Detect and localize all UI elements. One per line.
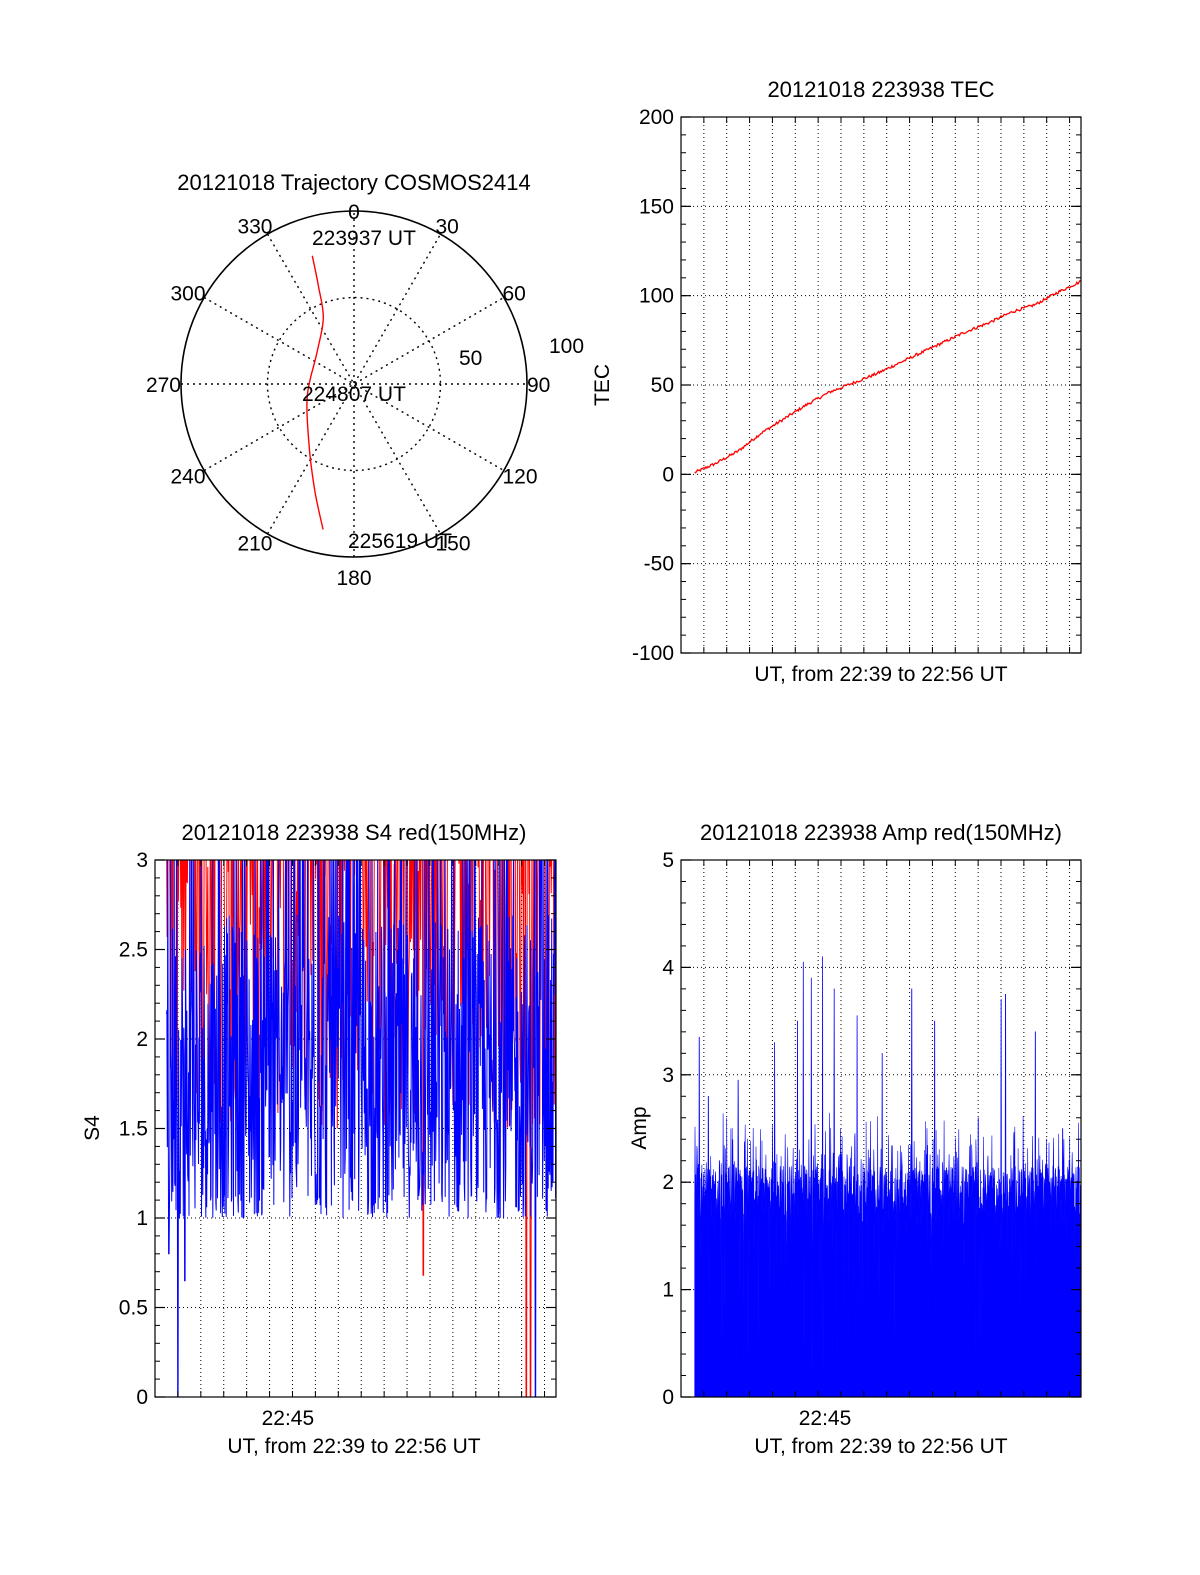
amp-ylabel: Amp xyxy=(628,1106,651,1149)
amp-ticks: 0 1 2 3 4 5 22:45 xyxy=(662,849,1081,1430)
polar-azimuth-label: 0 xyxy=(348,201,360,224)
x-tick-label: 22:45 xyxy=(262,1407,315,1430)
y-tick-label: 100 xyxy=(639,285,674,308)
amp-xlabel: UT, from 22:39 to 22:56 UT xyxy=(754,1435,1007,1458)
polar-azimuth-label: 90 xyxy=(527,374,550,397)
y-tick-label: 5 xyxy=(662,849,674,872)
amp-plot: 20121018 223938 Amp red(150MHz) 0 1 2 3 4 5 22… xyxy=(628,820,1082,1458)
y-tick-label: 4 xyxy=(662,956,674,979)
trajectory-end-label: 225619 UT xyxy=(348,530,452,553)
polar-grid-spoke xyxy=(203,296,505,472)
amp-area xyxy=(694,956,1082,1398)
y-tick-label: 0.5 xyxy=(119,1297,148,1320)
tec-grid xyxy=(681,117,1081,653)
polar-azimuth-label: 240 xyxy=(170,466,205,489)
polar-azimuth-label: 60 xyxy=(502,283,525,306)
trajectory-polar-plot: 20121018 Trajectory COSMOS2414 0 30 60 90 12… xyxy=(146,170,584,590)
tec-line xyxy=(694,279,1082,474)
y-tick-label: 3 xyxy=(136,849,148,872)
tec-plot: 20121018 223938 TEC -100-50050100150200 … xyxy=(591,77,1082,686)
polar-azimuth-label: 210 xyxy=(237,532,272,555)
polar-azimuth-label: 300 xyxy=(170,283,205,306)
y-tick-label: 2 xyxy=(662,1171,674,1194)
trajectory-line xyxy=(306,255,325,530)
y-tick-label: 50 xyxy=(651,374,674,397)
y-tick-label: 1.5 xyxy=(119,1118,148,1141)
tec-ticks: -100 -50 0 50 100 150 200 xyxy=(632,106,1081,665)
polar-azimuth-label: 120 xyxy=(502,466,537,489)
x-tick-label: 22:45 xyxy=(799,1407,852,1430)
polar-grid-spoke xyxy=(266,233,442,535)
s4-ticks: 0 0.5 1 1.5 2 2.5 3 22:45 xyxy=(119,849,556,1430)
trajectory-start-label: 223937 UT xyxy=(312,227,416,250)
s4-title: 20121018 223938 S4 red(150MHz) xyxy=(182,820,527,845)
tec-xlabel: UT, from 22:39 to 22:56 UT xyxy=(754,663,1007,686)
trajectory-series xyxy=(306,255,325,530)
polar-labels: 0 30 60 90 120 150 180 210 240 270 300 330 50 100 xyxy=(146,201,584,590)
polar-grid-spoke xyxy=(203,296,505,472)
y-tick-label: -50 xyxy=(644,553,674,576)
tec-series xyxy=(694,279,1082,474)
s4-xlabel: UT, from 22:39 to 22:56 UT xyxy=(227,1435,480,1458)
y-tick-label: 200 xyxy=(639,106,674,129)
polar-grid xyxy=(180,210,528,558)
polar-azimuth-label: 330 xyxy=(237,216,272,239)
y-tick-label: 2 xyxy=(136,1028,148,1051)
y-tick-label: -100 xyxy=(632,642,674,665)
amp-frame xyxy=(680,859,1082,1398)
polar-azimuth-label: 30 xyxy=(436,216,459,239)
trajectory-middle-label: 224807 UT xyxy=(302,383,406,406)
tec-title: 20121018 223938 TEC xyxy=(767,77,994,102)
polar-radial-label: 50 xyxy=(459,347,482,370)
polar-azimuth-label: 150 xyxy=(436,532,471,555)
y-tick-label: 1 xyxy=(136,1207,148,1230)
y-tick-label: 3 xyxy=(662,1064,674,1087)
y-tick-label: 1 xyxy=(662,1279,674,1302)
s4-plot: 20121018 223938 S4 red(150MHz) 0 0.5 1 1.5 2… xyxy=(81,820,557,1458)
y-tick-label: 2.5 xyxy=(119,939,148,962)
y-tick-label: 0 xyxy=(662,463,674,486)
s4-line-blue xyxy=(166,860,556,1397)
amp-title: 20121018 223938 Amp red(150MHz) xyxy=(700,820,1062,845)
polar-azimuth-label: 270 xyxy=(146,374,181,397)
y-tick-label: 150 xyxy=(639,195,674,218)
tec-ylabel: TEC xyxy=(591,364,614,406)
polar-grid-spoke xyxy=(266,233,442,535)
polar-radial-label: 100 xyxy=(549,335,584,358)
trajectory-title: 20121018 Trajectory COSMOS2414 xyxy=(177,170,530,195)
y-tick-label: 0 xyxy=(662,1386,674,1409)
y-tick-label: 0 xyxy=(136,1386,148,1409)
s4-series xyxy=(166,860,556,1397)
s4-ylabel: S4 xyxy=(81,1115,104,1141)
amp-series xyxy=(694,956,1082,1398)
polar-azimuth-label: 180 xyxy=(336,567,371,590)
